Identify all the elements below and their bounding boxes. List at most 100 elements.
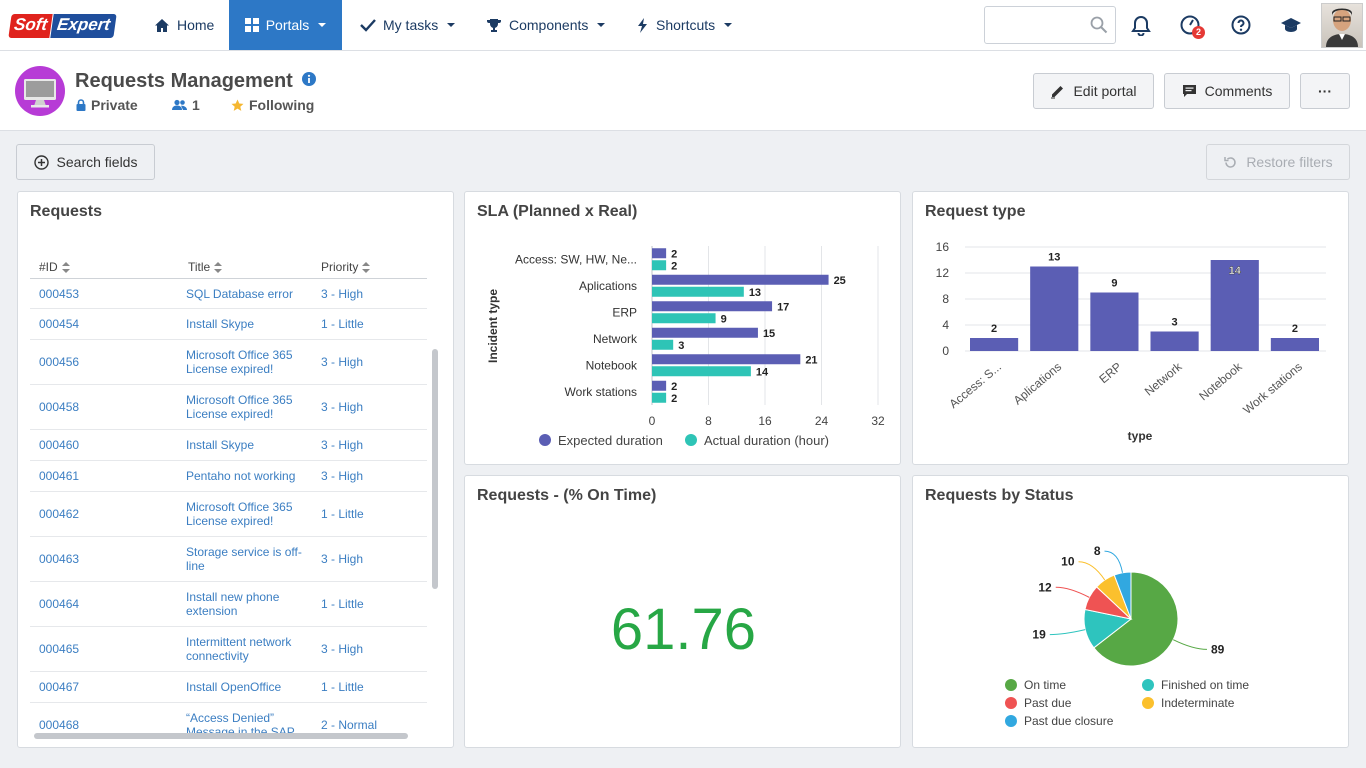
table-row[interactable]: 000468 “Access Denied” Message in the SAP… <box>30 703 427 747</box>
bar <box>652 313 716 324</box>
kpi-title: Requests - (% On Time) <box>477 487 657 504</box>
column-header-id[interactable]: #ID <box>39 260 70 274</box>
nav-shortcuts[interactable]: Shortcuts <box>623 0 746 50</box>
sort-icon <box>362 261 371 273</box>
data-label: 14 <box>1229 265 1242 277</box>
x-tick-label: Notebook <box>1196 359 1245 403</box>
cell-id[interactable]: 000462 <box>39 507 80 521</box>
user-avatar[interactable] <box>1321 3 1363 48</box>
cell-priority: 3 - High <box>321 552 364 566</box>
logo-text-expert: Expert <box>50 14 117 38</box>
search-input[interactable] <box>984 6 1116 44</box>
cell-id[interactable]: 000460 <box>39 438 80 452</box>
cell-id[interactable]: 000453 <box>39 286 80 301</box>
table-row[interactable]: 000456 Microsoft Office 365 License expir… <box>30 340 427 385</box>
comments-label: Comments <box>1204 83 1273 99</box>
status-pie-chart: 89 19 12 10 8 On time Finished on time Past due… <box>1005 544 1249 728</box>
table-row[interactable]: 000460 Install Skype 3 - High <box>30 430 427 461</box>
cell-id[interactable]: 000468 <box>39 718 80 732</box>
category-label: Network <box>593 332 638 346</box>
table-row[interactable]: 000461 Pentaho not working 3 - High <box>30 461 427 492</box>
tasks-indicator[interactable]: 2 <box>1179 14 1207 40</box>
data-label: 19 <box>1032 628 1046 642</box>
bar <box>652 274 829 285</box>
cell-priority: 3 - High <box>321 469 364 483</box>
data-label: 9 <box>1111 278 1117 290</box>
cell-id[interactable]: 000465 <box>39 642 80 656</box>
data-label: 13 <box>749 287 761 299</box>
portal-header: Requests Management Private 1 Following … <box>0 51 1366 131</box>
bell-icon[interactable] <box>1130 14 1152 36</box>
home-icon <box>155 18 169 32</box>
cell-id[interactable]: 000456 <box>39 355 80 369</box>
sort-icon <box>61 261 70 273</box>
x-tick-label: 0 <box>649 414 656 428</box>
legend-label: On time <box>1024 678 1066 692</box>
table-row[interactable]: 000458 Microsoft Office 365 License expir… <box>30 385 427 430</box>
nav-components[interactable]: Components <box>472 0 619 50</box>
restore-filters-button[interactable]: Restore filters <box>1206 144 1350 180</box>
cell-priority: 1 - Little <box>321 597 364 611</box>
cell-id[interactable]: 000463 <box>39 552 80 566</box>
info-icon[interactable] <box>302 72 317 86</box>
more-options-button[interactable]: ··· <box>1300 73 1350 109</box>
status-panel: Requests by Status 89 19 12 10 8 On time Finis… <box>912 475 1349 748</box>
edit-portal-button[interactable]: Edit portal <box>1033 73 1154 109</box>
table-row[interactable]: 000454 Install Skype 1 - Little <box>30 309 427 340</box>
legend-marker <box>1142 679 1154 691</box>
pie-slice <box>1113 571 1132 620</box>
cell-id[interactable]: 000458 <box>39 400 80 414</box>
restore-filters-label: Restore filters <box>1246 154 1333 170</box>
column-header-title[interactable]: Title <box>188 260 223 274</box>
table-row[interactable]: 000462 Microsoft Office 365 License expir… <box>30 492 427 537</box>
sort-icon <box>214 261 223 273</box>
softexpert-logo[interactable]: Soft Expert <box>8 14 117 38</box>
check-icon <box>360 19 376 32</box>
help-icon[interactable] <box>1230 14 1252 36</box>
vertical-scrollbar[interactable] <box>432 349 438 589</box>
x-tick-label: Work stations <box>1240 360 1305 417</box>
privacy-status: Private <box>76 97 138 113</box>
table-row[interactable]: 000467 Install OpenOffice 1 - Little <box>30 672 427 703</box>
table-row[interactable]: 000465 Intermittent network connectivity 3… <box>30 627 427 672</box>
cell-title: Microsoft Office 365 License expired! <box>186 348 293 376</box>
cell-id[interactable]: 000464 <box>39 597 80 611</box>
data-label: 13 <box>1048 252 1060 264</box>
cell-priority: 1 - Little <box>321 317 364 331</box>
search-fields-button[interactable]: Search fields <box>16 144 155 180</box>
cell-id[interactable]: 000461 <box>39 469 80 483</box>
nav-my-tasks[interactable]: My tasks <box>346 0 469 50</box>
x-tick-label: 8 <box>705 414 712 428</box>
x-tick-label: 24 <box>815 414 829 428</box>
table-row[interactable]: 000463 Storage service is off-line 3 - Hig… <box>30 537 427 582</box>
cell-title: Pentaho not working <box>186 469 296 483</box>
cell-id[interactable]: 000454 <box>39 317 80 331</box>
x-tick-label: 16 <box>758 414 772 428</box>
nav-home[interactable]: Home <box>140 0 228 50</box>
data-label: 9 <box>721 313 727 325</box>
members-count[interactable]: 1 <box>172 97 200 113</box>
privacy-label: Private <box>91 97 138 113</box>
bar <box>652 339 674 350</box>
bar <box>652 248 667 259</box>
column-header-priority[interactable]: Priority <box>321 260 371 274</box>
nav-portals[interactable]: Portals <box>229 0 342 50</box>
graduation-cap-icon[interactable] <box>1280 14 1302 36</box>
table-row[interactable]: 000464 Install new phone extension 1 - Lit… <box>30 582 427 627</box>
x-axis-title: type <box>1128 429 1153 443</box>
sla-chart-panel: SLA (Planned x Real) 0 8 16 24 32 Access: SW,… <box>464 191 901 465</box>
table-row[interactable]: 000453 SQL Database error 3 - High <box>30 279 427 309</box>
search-icon[interactable] <box>1090 16 1108 34</box>
request-type-chart: 0 4 8 12 16 2 Access: S... 13 Aplications 9 ERP 3 Ne… <box>936 240 1326 443</box>
data-label: 12 <box>1038 580 1052 594</box>
horizontal-scrollbar[interactable] <box>34 733 408 739</box>
follow-toggle[interactable]: Following <box>231 97 314 113</box>
legend-label: Past due closure <box>1024 714 1114 728</box>
category-label: ERP <box>612 305 637 319</box>
bar <box>1210 260 1259 351</box>
kpi-value: 61.76 <box>610 597 757 662</box>
comments-button[interactable]: Comments <box>1164 73 1290 109</box>
cell-id[interactable]: 000467 <box>39 680 80 694</box>
cell-priority: 3 - High <box>321 400 364 414</box>
category-label: Notebook <box>586 358 638 372</box>
